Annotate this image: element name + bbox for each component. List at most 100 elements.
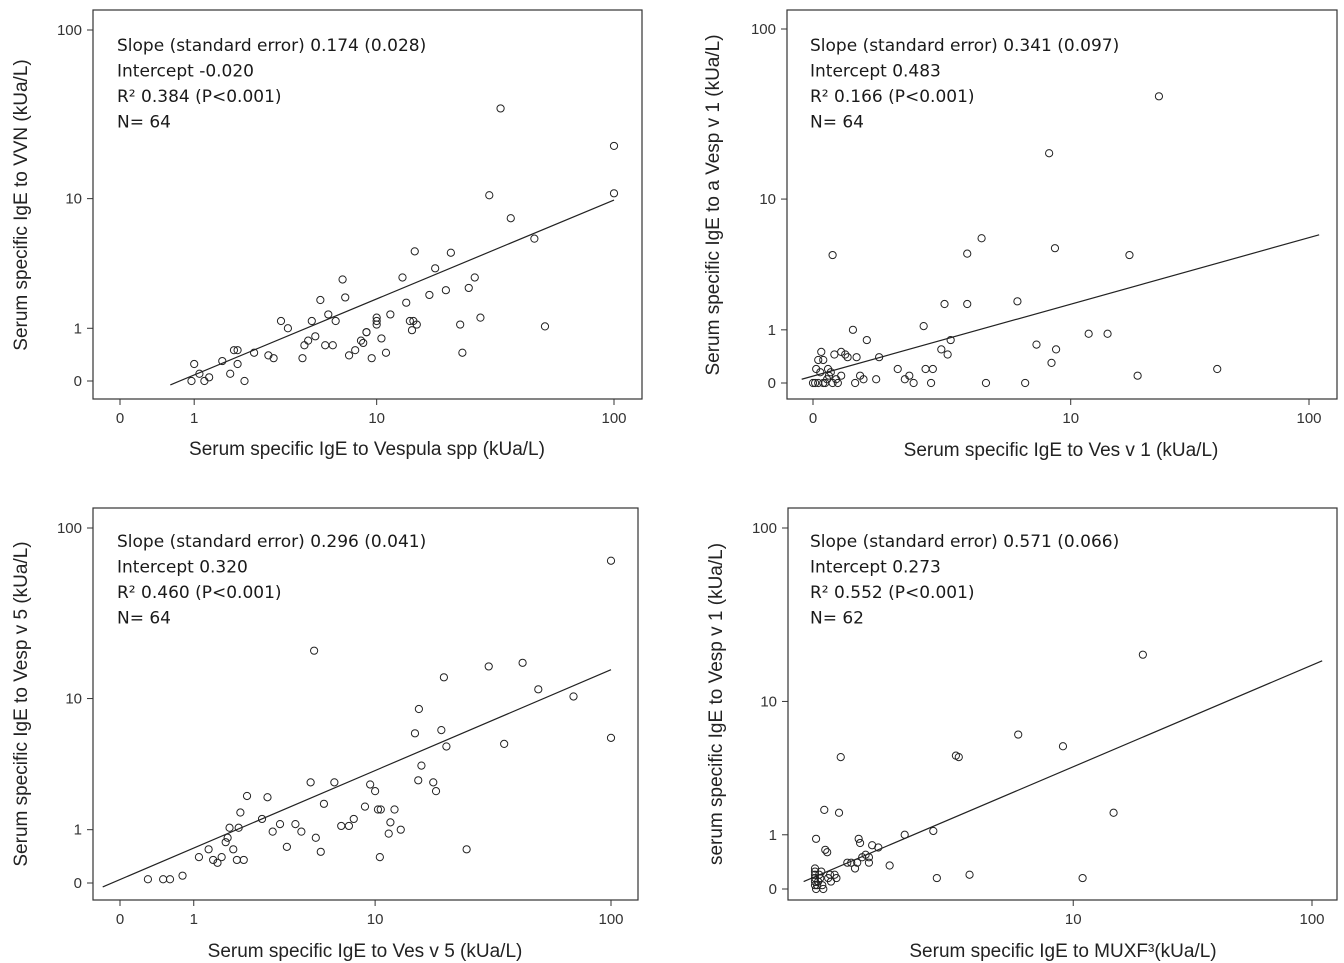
y-tick-label: 100 (57, 520, 82, 537)
stats-annotation-line: Intercept 0.273 (810, 558, 941, 578)
stats-annotation-line: R² 0.460 (P<0.001) (117, 583, 282, 603)
data-point (872, 375, 881, 384)
y-tick-label: 0 (768, 375, 776, 392)
data-point (307, 316, 316, 326)
data-point (344, 821, 354, 831)
data-point (850, 864, 860, 873)
data-point (165, 875, 175, 884)
data-point (814, 355, 823, 365)
data-point (398, 273, 407, 282)
data-point (306, 778, 315, 787)
data-point (900, 830, 909, 839)
y-tick-label: 0 (74, 875, 82, 892)
data-point (864, 853, 874, 862)
stats-annotation-line: Slope (standard error) 0.174 (0.028) (117, 36, 426, 56)
data-point (204, 845, 213, 854)
stats-annotation-line: R² 0.166 (P<0.001) (810, 87, 975, 107)
data-point (410, 247, 419, 256)
stats-annotation-line: Intercept 0.320 (117, 558, 248, 578)
data-point (405, 316, 414, 326)
plot-frame (92, 507, 639, 901)
data-point (396, 825, 405, 834)
data-point (337, 821, 346, 831)
data-point (441, 286, 450, 295)
data-point (407, 326, 417, 335)
data-point (330, 778, 339, 787)
data-point (1058, 742, 1068, 751)
stats-annotation-line: Intercept 0.483 (810, 62, 941, 82)
data-point (963, 249, 972, 258)
data-point (298, 354, 307, 363)
data-point (291, 820, 300, 829)
data-point (233, 346, 242, 355)
data-point (534, 685, 543, 694)
y-tick-label: 10 (65, 191, 82, 208)
y-tick-label: 100 (57, 22, 82, 39)
data-point (832, 873, 841, 883)
x-tick-label: 10 (1062, 410, 1079, 427)
data-point (276, 316, 286, 326)
data-point (909, 378, 918, 388)
y-tick-label: 0 (769, 881, 777, 898)
data-point (830, 350, 839, 359)
data-point (143, 875, 153, 884)
data-point (1103, 329, 1112, 338)
data-point (373, 805, 383, 814)
data-point (456, 320, 465, 329)
data-point (414, 704, 423, 714)
data-point (446, 248, 455, 257)
data-point (386, 818, 395, 827)
data-point (837, 371, 846, 380)
data-point (1032, 340, 1041, 349)
x-axis-title: Serum specific IgE to Ves v 1 (kUa/L) (904, 440, 1219, 461)
data-point (159, 875, 168, 884)
x-tick-label: 100 (598, 911, 623, 928)
stats-annotation-line: Slope (standard error) 0.296 (0.041) (117, 532, 426, 552)
data-point (1213, 364, 1222, 374)
data-point (462, 845, 471, 854)
data-point (240, 376, 249, 386)
data-point (321, 341, 330, 350)
data-point (263, 793, 272, 802)
data-point (178, 871, 187, 880)
data-point (417, 761, 426, 770)
data-point (921, 364, 930, 374)
data-point (836, 752, 845, 762)
data-point (217, 853, 226, 862)
data-point (242, 791, 252, 801)
data-point (225, 823, 234, 832)
data-point (919, 321, 928, 331)
data-point (818, 881, 827, 890)
data-point (848, 325, 858, 334)
data-point (425, 290, 434, 300)
y-tick-label: 10 (760, 693, 777, 710)
regression-line (102, 669, 612, 888)
data-point (823, 848, 832, 857)
data-point (875, 353, 884, 362)
data-point (530, 234, 539, 243)
data-point (819, 355, 828, 365)
data-point (328, 341, 337, 350)
data-point (316, 295, 325, 305)
data-point (1084, 329, 1093, 338)
data-point (269, 354, 278, 363)
data-point (826, 368, 835, 377)
data-point (221, 838, 230, 847)
data-point (821, 845, 830, 854)
x-tick-label: 10 (1065, 911, 1082, 928)
data-point (257, 814, 267, 824)
data-point (372, 313, 381, 322)
y-tick-label: 1 (74, 822, 82, 839)
data-point (965, 870, 974, 879)
data-point (940, 299, 949, 309)
data-point (236, 808, 245, 817)
data-point (1014, 730, 1023, 739)
data-point (194, 853, 204, 862)
data-point (239, 855, 248, 865)
y-tick-label: 1 (768, 322, 776, 339)
data-point (437, 725, 446, 735)
data-point (429, 778, 438, 787)
data-point (229, 845, 238, 854)
data-point (932, 873, 941, 883)
